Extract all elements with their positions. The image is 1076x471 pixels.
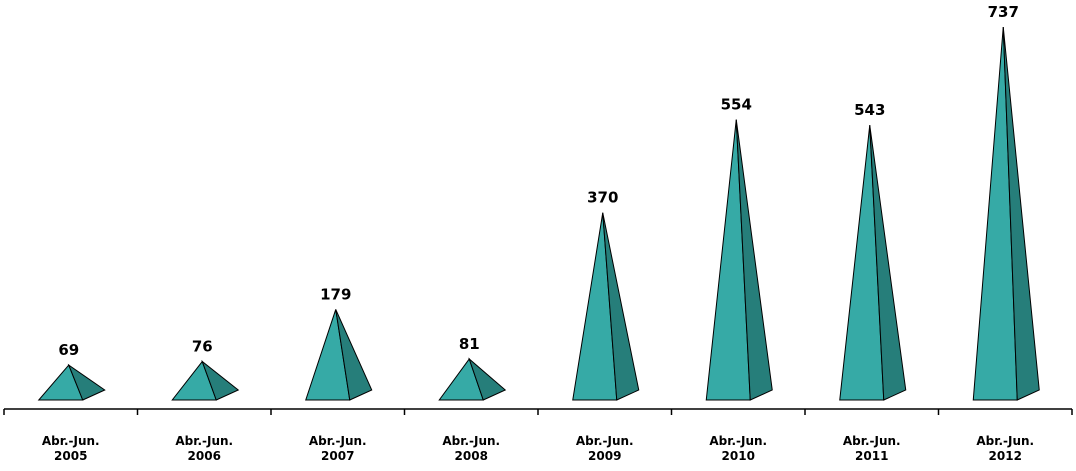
x-tick-label-line: Abr.-Jun. bbox=[709, 434, 767, 448]
x-tick-label: Abr.-Jun. 2007 bbox=[309, 434, 367, 463]
x-tick-label-line: 2010 bbox=[722, 449, 755, 463]
x-tick-label-line: Abr.-Jun. bbox=[843, 434, 901, 448]
x-tick-label-line: 2009 bbox=[588, 449, 621, 463]
x-tick-label-line: Abr.-Jun. bbox=[976, 434, 1034, 448]
x-tick-label-line: Abr.-Jun. bbox=[442, 434, 500, 448]
x-tick-label: Abr.-Jun. 2012 bbox=[976, 434, 1034, 463]
x-tick-label-line: 2008 bbox=[455, 449, 488, 463]
x-tick-label: Abr.-Jun. 2006 bbox=[175, 434, 233, 463]
pyramid-side-face bbox=[468, 357, 507, 401]
x-tick-label-line: 2006 bbox=[188, 449, 221, 463]
pyramid-side-face bbox=[335, 309, 373, 401]
data-labels: 69 76 179 81 370 554 543 737 bbox=[58, 3, 1019, 359]
x-tick-label: Abr.-Jun. 2009 bbox=[576, 434, 634, 463]
x-tick-label-line: 2011 bbox=[855, 449, 888, 463]
pyramid-series bbox=[37, 26, 1040, 401]
pyramid-side-face bbox=[67, 363, 106, 401]
data-label: 179 bbox=[320, 285, 351, 303]
pyramid-side-face bbox=[735, 119, 773, 401]
data-label: 543 bbox=[854, 101, 885, 119]
x-tick-label-line: 2007 bbox=[321, 449, 354, 463]
data-label: 81 bbox=[459, 335, 480, 353]
x-tick-label: Abr.-Jun. 2010 bbox=[709, 434, 767, 463]
data-label: 76 bbox=[192, 338, 213, 356]
pyramid-side-face bbox=[869, 125, 907, 401]
data-label: 554 bbox=[721, 96, 752, 114]
data-label: 69 bbox=[58, 341, 79, 359]
x-tick-label-line: Abr.-Jun. bbox=[576, 434, 634, 448]
x-tick-label: Abr.-Jun. 2005 bbox=[42, 434, 100, 463]
x-tick-label-line: 2012 bbox=[989, 449, 1022, 463]
pyramid-side-face bbox=[602, 212, 640, 401]
data-label: 737 bbox=[988, 3, 1019, 21]
pyramid-side-face bbox=[1002, 26, 1040, 401]
x-tick-label-line: Abr.-Jun. bbox=[42, 434, 100, 448]
x-tick-label-line: Abr.-Jun. bbox=[175, 434, 233, 448]
x-tick-label-line: Abr.-Jun. bbox=[309, 434, 367, 448]
pyramid-side-face bbox=[201, 360, 240, 401]
data-label: 370 bbox=[587, 189, 618, 207]
x-tick-label-line: 2005 bbox=[54, 449, 87, 463]
x-axis-ticks bbox=[3, 409, 1073, 415]
x-tick-label: Abr.-Jun. 2008 bbox=[442, 434, 500, 463]
x-tick-label: Abr.-Jun. 2011 bbox=[843, 434, 901, 463]
